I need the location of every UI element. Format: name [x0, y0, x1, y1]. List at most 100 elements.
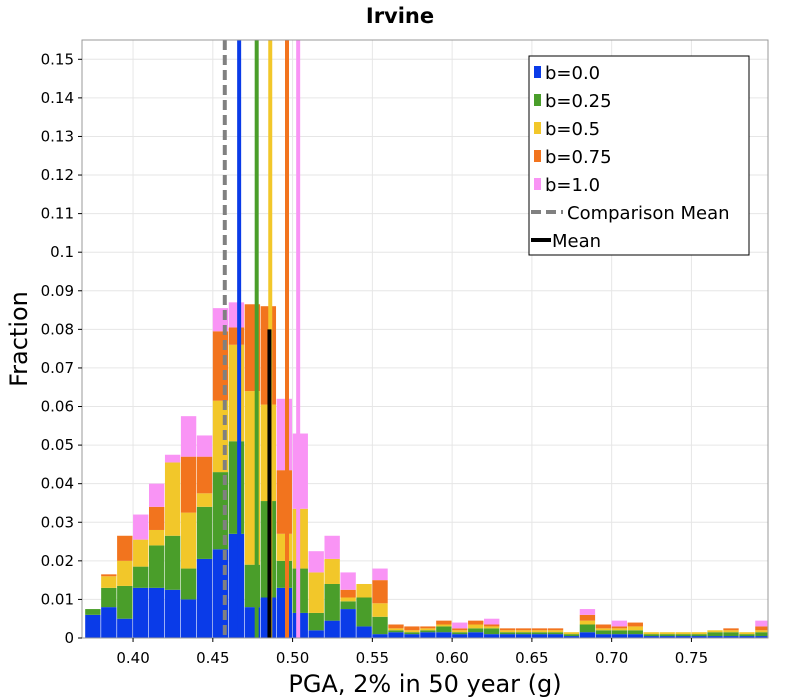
bar-segment-b025 [739, 634, 755, 637]
bar-segment-b05 [404, 630, 420, 633]
bar-segment-b00 [276, 587, 292, 638]
bar-segment-b10 [324, 535, 340, 559]
bar-segment-b025 [723, 632, 739, 637]
bar-segment-b025 [707, 632, 723, 637]
bar-segment-b10 [180, 416, 197, 457]
y-tick-label: 0.15 [41, 50, 74, 68]
plot-frame [81, 39, 769, 639]
y-tick-label: 0.13 [41, 127, 74, 145]
legend-label: Mean [552, 231, 601, 252]
bar-segment-b00 [723, 636, 739, 638]
bar-segment-b075 [276, 470, 292, 534]
bar-segment-b025 [133, 566, 149, 588]
bar-segment-b025 [276, 560, 292, 588]
y-tick-label: 0.02 [41, 552, 74, 570]
bar-segment-b075 [484, 624, 500, 627]
bar-segment-b05 [101, 576, 117, 588]
y-tick-label: 0.04 [41, 475, 74, 493]
bar-segment-b025 [324, 583, 340, 621]
bar-segment-b05 [643, 632, 659, 635]
bar-segment-b00 [611, 634, 628, 638]
bar-segment-b10 [308, 551, 324, 573]
legend-label: Comparison Mean [567, 203, 730, 224]
bar-segment-b05 [579, 620, 596, 625]
bar-segment-b10 [149, 483, 165, 507]
bar-segment-b05 [563, 632, 580, 635]
x-tick-label: 0.40 [116, 649, 149, 667]
bar-segment-b10 [292, 433, 308, 509]
bar-segment-b025 [101, 587, 117, 608]
bar-segment-b00 [643, 636, 659, 638]
x-axis-ticks: 0.40 0.45 0.50 0.55 0.60 0.65 0.70 0.75 [116, 638, 708, 667]
bar-segment-b05 [276, 533, 292, 561]
bar-segment-b075 [436, 620, 452, 625]
bar-segment-b075 [117, 535, 133, 561]
bar-segment-b00 [180, 599, 197, 638]
bar-segment-b00 [739, 636, 755, 638]
y-tick-label: 0.09 [41, 282, 74, 300]
y-tick-label: 0.1 [50, 243, 74, 261]
bar-segment-b00 [499, 634, 516, 638]
bar-segment-b00 [324, 620, 340, 638]
legend-label: b=0.75 [545, 147, 612, 168]
bar-segment-b00 [484, 634, 500, 638]
bar-segment-b05 [452, 630, 468, 633]
bar-segment-b10 [372, 568, 388, 581]
bar-segment-b05 [547, 630, 564, 633]
bar-segment-b00 [101, 607, 117, 638]
bar-segment-b025 [595, 630, 612, 635]
bar-segment-b075 [228, 327, 245, 345]
bar-segment-b025 [452, 632, 468, 635]
y-tick-label: 0.07 [41, 359, 74, 377]
bar-segment-b00 [691, 636, 707, 638]
legend-symbol-b-0-75 [534, 150, 541, 162]
legend-symbol-b-1-0 [534, 178, 541, 190]
bar-segment-b025 [563, 634, 580, 637]
bar-segment-b05 [611, 628, 628, 631]
bar-segment-b05 [691, 632, 707, 635]
bar-segment-b025 [659, 634, 675, 637]
bar-segment-b075 [196, 456, 213, 494]
x-axis-title: PGA, 2% in 50 year (g) [288, 670, 561, 698]
bar-segment-b00 [149, 587, 165, 638]
bar-segment-b10 [611, 620, 628, 627]
bar-segment-b10 [228, 302, 245, 328]
bar-segment-b00 [436, 632, 452, 638]
legend-label: b=0.0 [545, 63, 600, 84]
bar-segment-b10 [133, 514, 149, 540]
bar-segment-b075 [499, 628, 516, 631]
bar-segment-b025 [643, 634, 659, 637]
bar-segment-b05 [484, 626, 500, 629]
bar-segment-b05 [531, 630, 548, 633]
y-tick-label: 0.01 [41, 590, 74, 608]
legend-label: b=1.0 [545, 175, 600, 196]
bar-segment-b00 [388, 632, 404, 638]
bar-segment-b025 [292, 568, 308, 613]
legend-symbol-b-0-0 [534, 66, 541, 78]
bar-segment-b075 [468, 620, 484, 625]
bar-segment-b05 [675, 632, 691, 635]
bar-segment-b075 [372, 580, 388, 604]
bar-segment-b025 [404, 632, 420, 635]
bar-segment-b10 [276, 398, 292, 471]
bar-segment-b10 [196, 435, 213, 457]
bar-segment-b075 [547, 628, 564, 631]
bar-segment-b10 [340, 572, 356, 590]
bar-segment-b025 [164, 535, 181, 590]
histogram-bars [85, 302, 768, 638]
bar-segment-b00 [452, 634, 468, 638]
bar-segment-b075 [579, 614, 596, 621]
legend-symbol-b-0-5 [534, 122, 541, 134]
bar-segment-b025 [85, 609, 101, 615]
bar-segment-b075 [101, 574, 117, 577]
bar-segment-b00 [212, 549, 229, 638]
legend-label: b=0.5 [545, 119, 600, 140]
bar-segment-b025 [388, 630, 404, 633]
bar-segment-b025 [531, 632, 548, 635]
bar-segment-b10 [484, 618, 500, 625]
bar-segment-b05 [228, 344, 245, 442]
bar-segment-b00 [707, 636, 723, 638]
chart-title: Irvine [365, 4, 435, 28]
bar-segment-b075 [180, 456, 197, 513]
x-tick-label: 0.70 [595, 649, 628, 667]
